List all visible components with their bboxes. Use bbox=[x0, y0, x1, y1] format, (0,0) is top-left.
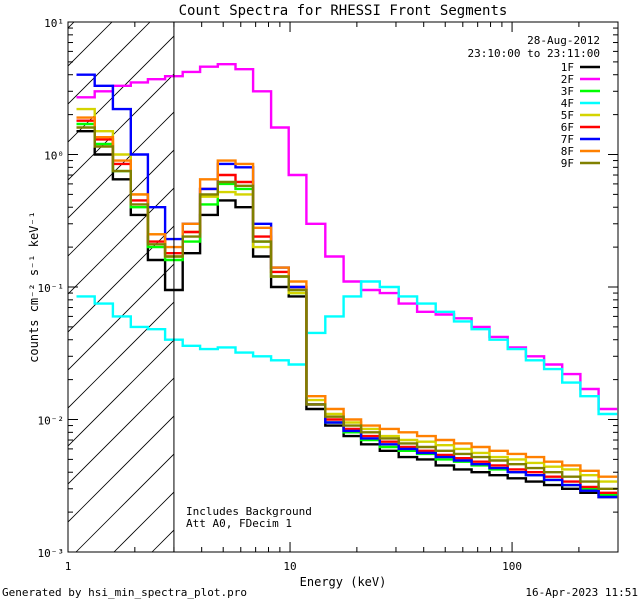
hatch-line bbox=[0, 0, 106, 552]
y-tick-label: 10⁻¹ bbox=[38, 282, 65, 295]
hatch-line bbox=[68, 35, 174, 143]
legend-label-1f: 1F bbox=[561, 61, 574, 74]
y-tick-label: 10⁻³ bbox=[38, 547, 65, 560]
y-tick-label: 10¹ bbox=[44, 17, 64, 30]
legend-label-6f: 6F bbox=[561, 121, 574, 134]
y-tick-label: 10⁰ bbox=[44, 150, 64, 163]
x-tick-label: 100 bbox=[502, 560, 522, 573]
hatch-line bbox=[68, 225, 174, 333]
hatch-line bbox=[68, 149, 174, 257]
legend-label-5f: 5F bbox=[561, 109, 574, 122]
time-range: 23:10:00 to 23:11:00 bbox=[468, 47, 600, 60]
legend-label-8f: 8F bbox=[561, 145, 574, 158]
hatch-line bbox=[68, 415, 174, 523]
chart-title: Count Spectra for RHESSI Front Segments bbox=[179, 3, 508, 19]
legend-label-9f: 9F bbox=[561, 157, 574, 170]
series-line-9f bbox=[76, 126, 618, 490]
x-tick-label: 1 bbox=[65, 560, 72, 573]
legend-label-2f: 2F bbox=[561, 73, 574, 86]
series-line-3f bbox=[76, 122, 618, 496]
hatch-line bbox=[68, 22, 151, 105]
hatch-line bbox=[75, 453, 174, 552]
series-line-1f bbox=[76, 130, 618, 499]
hatch-line bbox=[68, 377, 174, 485]
footer-generated-by: Generated by hsi_min_spectra_plot.pro bbox=[2, 586, 247, 599]
y-axis-label: counts cm⁻² s⁻¹ keV⁻¹ bbox=[27, 211, 41, 363]
axis-ticks: 1 10 100 10⁻³ 10⁻² 10⁻¹ 10⁰ 10¹ bbox=[38, 17, 619, 573]
background-note: Includes Background bbox=[186, 505, 312, 518]
series-line-7f bbox=[76, 73, 618, 499]
hatch-line bbox=[68, 22, 75, 29]
attenuator-note: Att A0, FDecim 1 bbox=[186, 517, 292, 530]
legend-label-3f: 3F bbox=[561, 85, 574, 98]
hatch-line bbox=[68, 22, 113, 67]
hatch-line bbox=[68, 187, 174, 295]
legend-label-4f: 4F bbox=[561, 97, 574, 110]
legend-label-7f: 7F bbox=[561, 133, 574, 146]
series-line-4f bbox=[76, 280, 618, 416]
series-line-2f bbox=[76, 63, 618, 411]
x-tick-label: 10 bbox=[283, 560, 296, 573]
x-axis-label: Energy (keV) bbox=[300, 575, 387, 589]
y-tick-label: 10⁻² bbox=[38, 415, 65, 428]
footer-timestamp: 16-Apr-2023 11:51 bbox=[525, 586, 638, 599]
hatch-line bbox=[68, 301, 174, 409]
hatch-line bbox=[68, 263, 174, 371]
spectra-series-group bbox=[76, 63, 618, 499]
observation-date: 28-Aug-2012 bbox=[527, 34, 600, 47]
